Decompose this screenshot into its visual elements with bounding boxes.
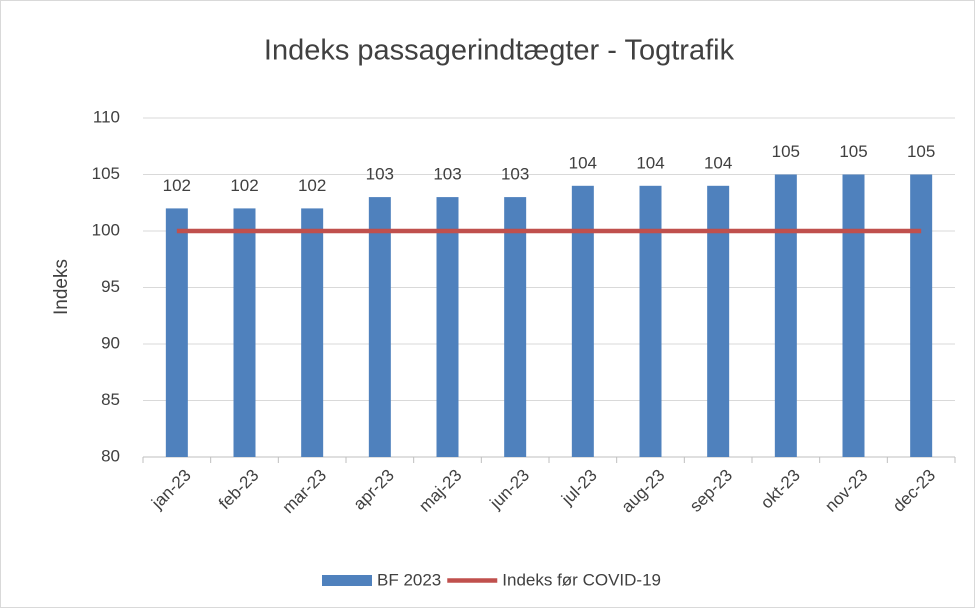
data-label: 103	[501, 165, 529, 184]
bar	[842, 174, 865, 457]
bar	[233, 208, 256, 457]
legend-swatch	[322, 575, 372, 586]
data-label: 104	[704, 153, 732, 172]
y-tick-label: 85	[101, 390, 120, 409]
bar	[301, 208, 324, 457]
data-label: 105	[907, 142, 935, 161]
data-label: 102	[163, 176, 191, 195]
data-label: 104	[569, 153, 597, 172]
bar	[774, 174, 797, 457]
y-tick-label: 110	[93, 107, 120, 126]
bar	[504, 197, 527, 457]
y-axis-label: Indeks	[51, 259, 72, 315]
y-tick-label: 90	[101, 333, 120, 352]
y-tick-label: 80	[101, 446, 120, 465]
data-label: 102	[298, 176, 326, 195]
bar	[436, 197, 459, 457]
data-label: 105	[772, 142, 800, 161]
legend-label: BF 2023	[377, 570, 441, 589]
bar	[910, 174, 933, 457]
bar	[165, 208, 188, 457]
chart-title: Indeks passagerindtægter - Togtrafik	[264, 35, 735, 67]
legend-label: Indeks før COVID-19	[502, 570, 661, 589]
data-label: 103	[366, 165, 394, 184]
data-label: 105	[839, 142, 867, 161]
data-label: 104	[636, 153, 664, 172]
bar	[707, 185, 730, 458]
y-tick-label: 105	[92, 164, 120, 183]
bar	[639, 185, 662, 458]
data-label: 103	[433, 165, 461, 184]
data-label: 102	[230, 176, 258, 195]
bar	[368, 197, 391, 457]
y-tick-label: 100	[92, 220, 120, 239]
bar	[571, 185, 594, 458]
y-tick-label: 95	[101, 277, 120, 296]
